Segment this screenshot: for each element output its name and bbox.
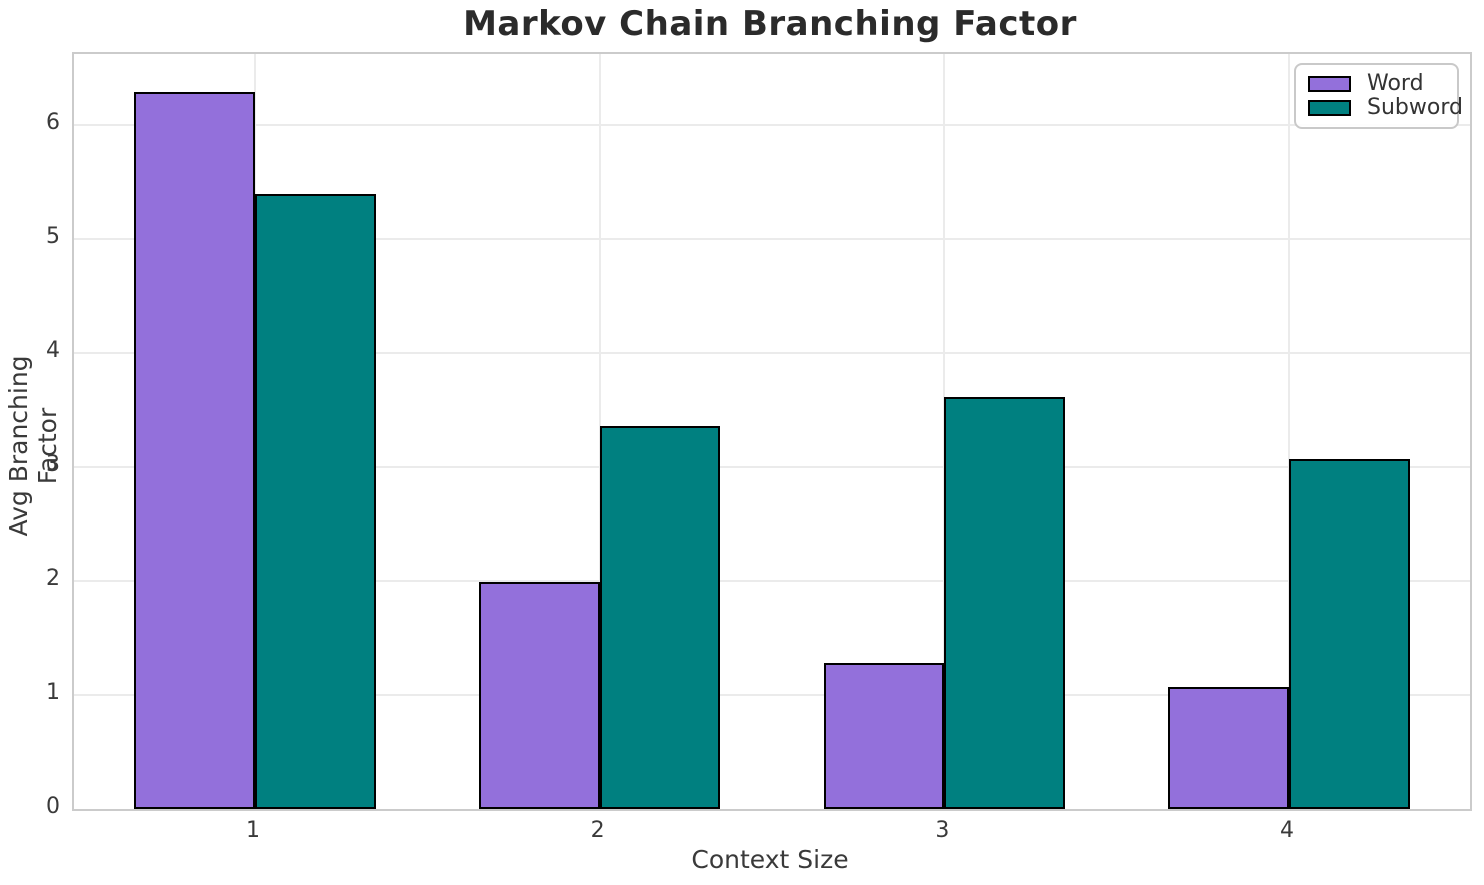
y-tick-label: 5: [46, 223, 60, 249]
word-bar: [1168, 686, 1290, 809]
y-gridline: [74, 123, 1470, 126]
subword-bar: [254, 194, 376, 809]
x-tick-label: 2: [590, 818, 605, 843]
y-tick-label: 2: [46, 565, 60, 591]
y-gridline: [74, 351, 1470, 354]
word-bar: [823, 663, 945, 809]
y-tick-label: 6: [46, 109, 60, 135]
legend-entry-subword: Subword: [1308, 96, 1463, 120]
subword-bar: [1289, 458, 1410, 809]
x-tick-label: 3: [935, 818, 950, 843]
x-tick-label: 4: [1280, 818, 1295, 843]
plot-area: [72, 52, 1472, 811]
legend: Word Subword: [1294, 63, 1463, 129]
y-tick-label: 0: [46, 794, 60, 819]
chart-title: Markov Chain Branching Factor: [463, 4, 1077, 44]
subword-bar: [944, 397, 1065, 809]
y-gridline: [74, 693, 1470, 696]
x-axis-label: Context Size: [691, 845, 849, 874]
y-tick-label: 3: [46, 451, 60, 477]
y-axis-label: Avg Branching Factor: [4, 355, 62, 537]
legend-entry-word: Word: [1308, 72, 1447, 96]
y-gridline: [74, 465, 1470, 468]
subword-color-swatch-icon: [1308, 100, 1351, 116]
legend-label-subword: Subword: [1367, 95, 1463, 120]
x-tick-label: 1: [245, 818, 260, 843]
y-tick-label: 4: [46, 337, 60, 363]
y-tick-label: 1: [46, 679, 60, 705]
legend-label-word: Word: [1367, 71, 1424, 96]
subword-bar: [599, 425, 721, 809]
word-color-swatch-icon: [1308, 76, 1351, 92]
y-gridline: [74, 237, 1470, 240]
x-gridline: [1288, 54, 1291, 809]
word-bar: [479, 582, 600, 809]
y-gridline: [74, 579, 1470, 582]
word-bar: [134, 91, 255, 809]
